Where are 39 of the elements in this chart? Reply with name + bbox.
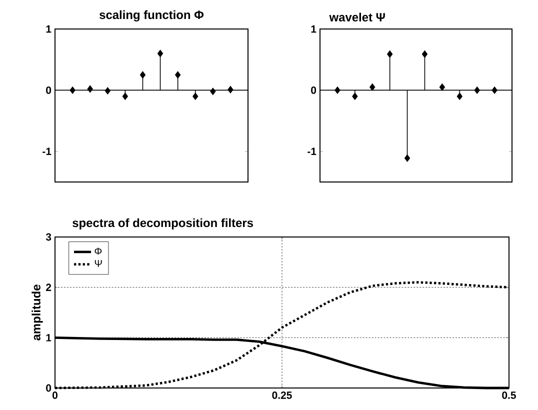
point [370,84,376,91]
point [104,87,110,94]
point [439,84,445,91]
point [456,92,462,100]
chart-title: spectra of decomposition filters [72,218,253,230]
y-tick-label: 1 [46,334,52,342]
point [474,86,480,94]
x-tick-label: 0.25 [272,392,292,399]
x-tick-label: 0.5 [502,392,516,399]
point [175,71,181,78]
point [140,71,146,78]
y-tick-label: 2 [46,284,52,291]
y-tick-label: 1 [311,25,316,33]
point [70,86,76,94]
y-tick-label: -1 [42,148,52,155]
point [192,92,198,100]
point [334,86,340,94]
point [210,88,216,96]
point [122,92,128,100]
point [87,85,93,93]
point [492,86,498,94]
y-tick-label: 0 [46,86,52,94]
chart-title: scaling function Φ [100,10,204,22]
legend-label: Φ [94,248,102,255]
chart-title: wavelet Ψ [329,12,385,22]
y-axis-title: amplitude [32,284,43,340]
x-tick-label: 0 [52,392,58,399]
y-tick-label: 0 [311,86,316,94]
legend-label: Ψ [94,260,102,267]
point [228,86,234,94]
y-tick-label: 3 [46,233,52,241]
point [404,154,410,162]
y-tick-label: -1 [308,148,316,155]
point [387,50,393,58]
point [422,50,428,58]
y-tick-label: 1 [46,25,52,33]
point [157,50,164,58]
point [352,92,358,100]
y-tick-label: 0 [46,384,52,392]
